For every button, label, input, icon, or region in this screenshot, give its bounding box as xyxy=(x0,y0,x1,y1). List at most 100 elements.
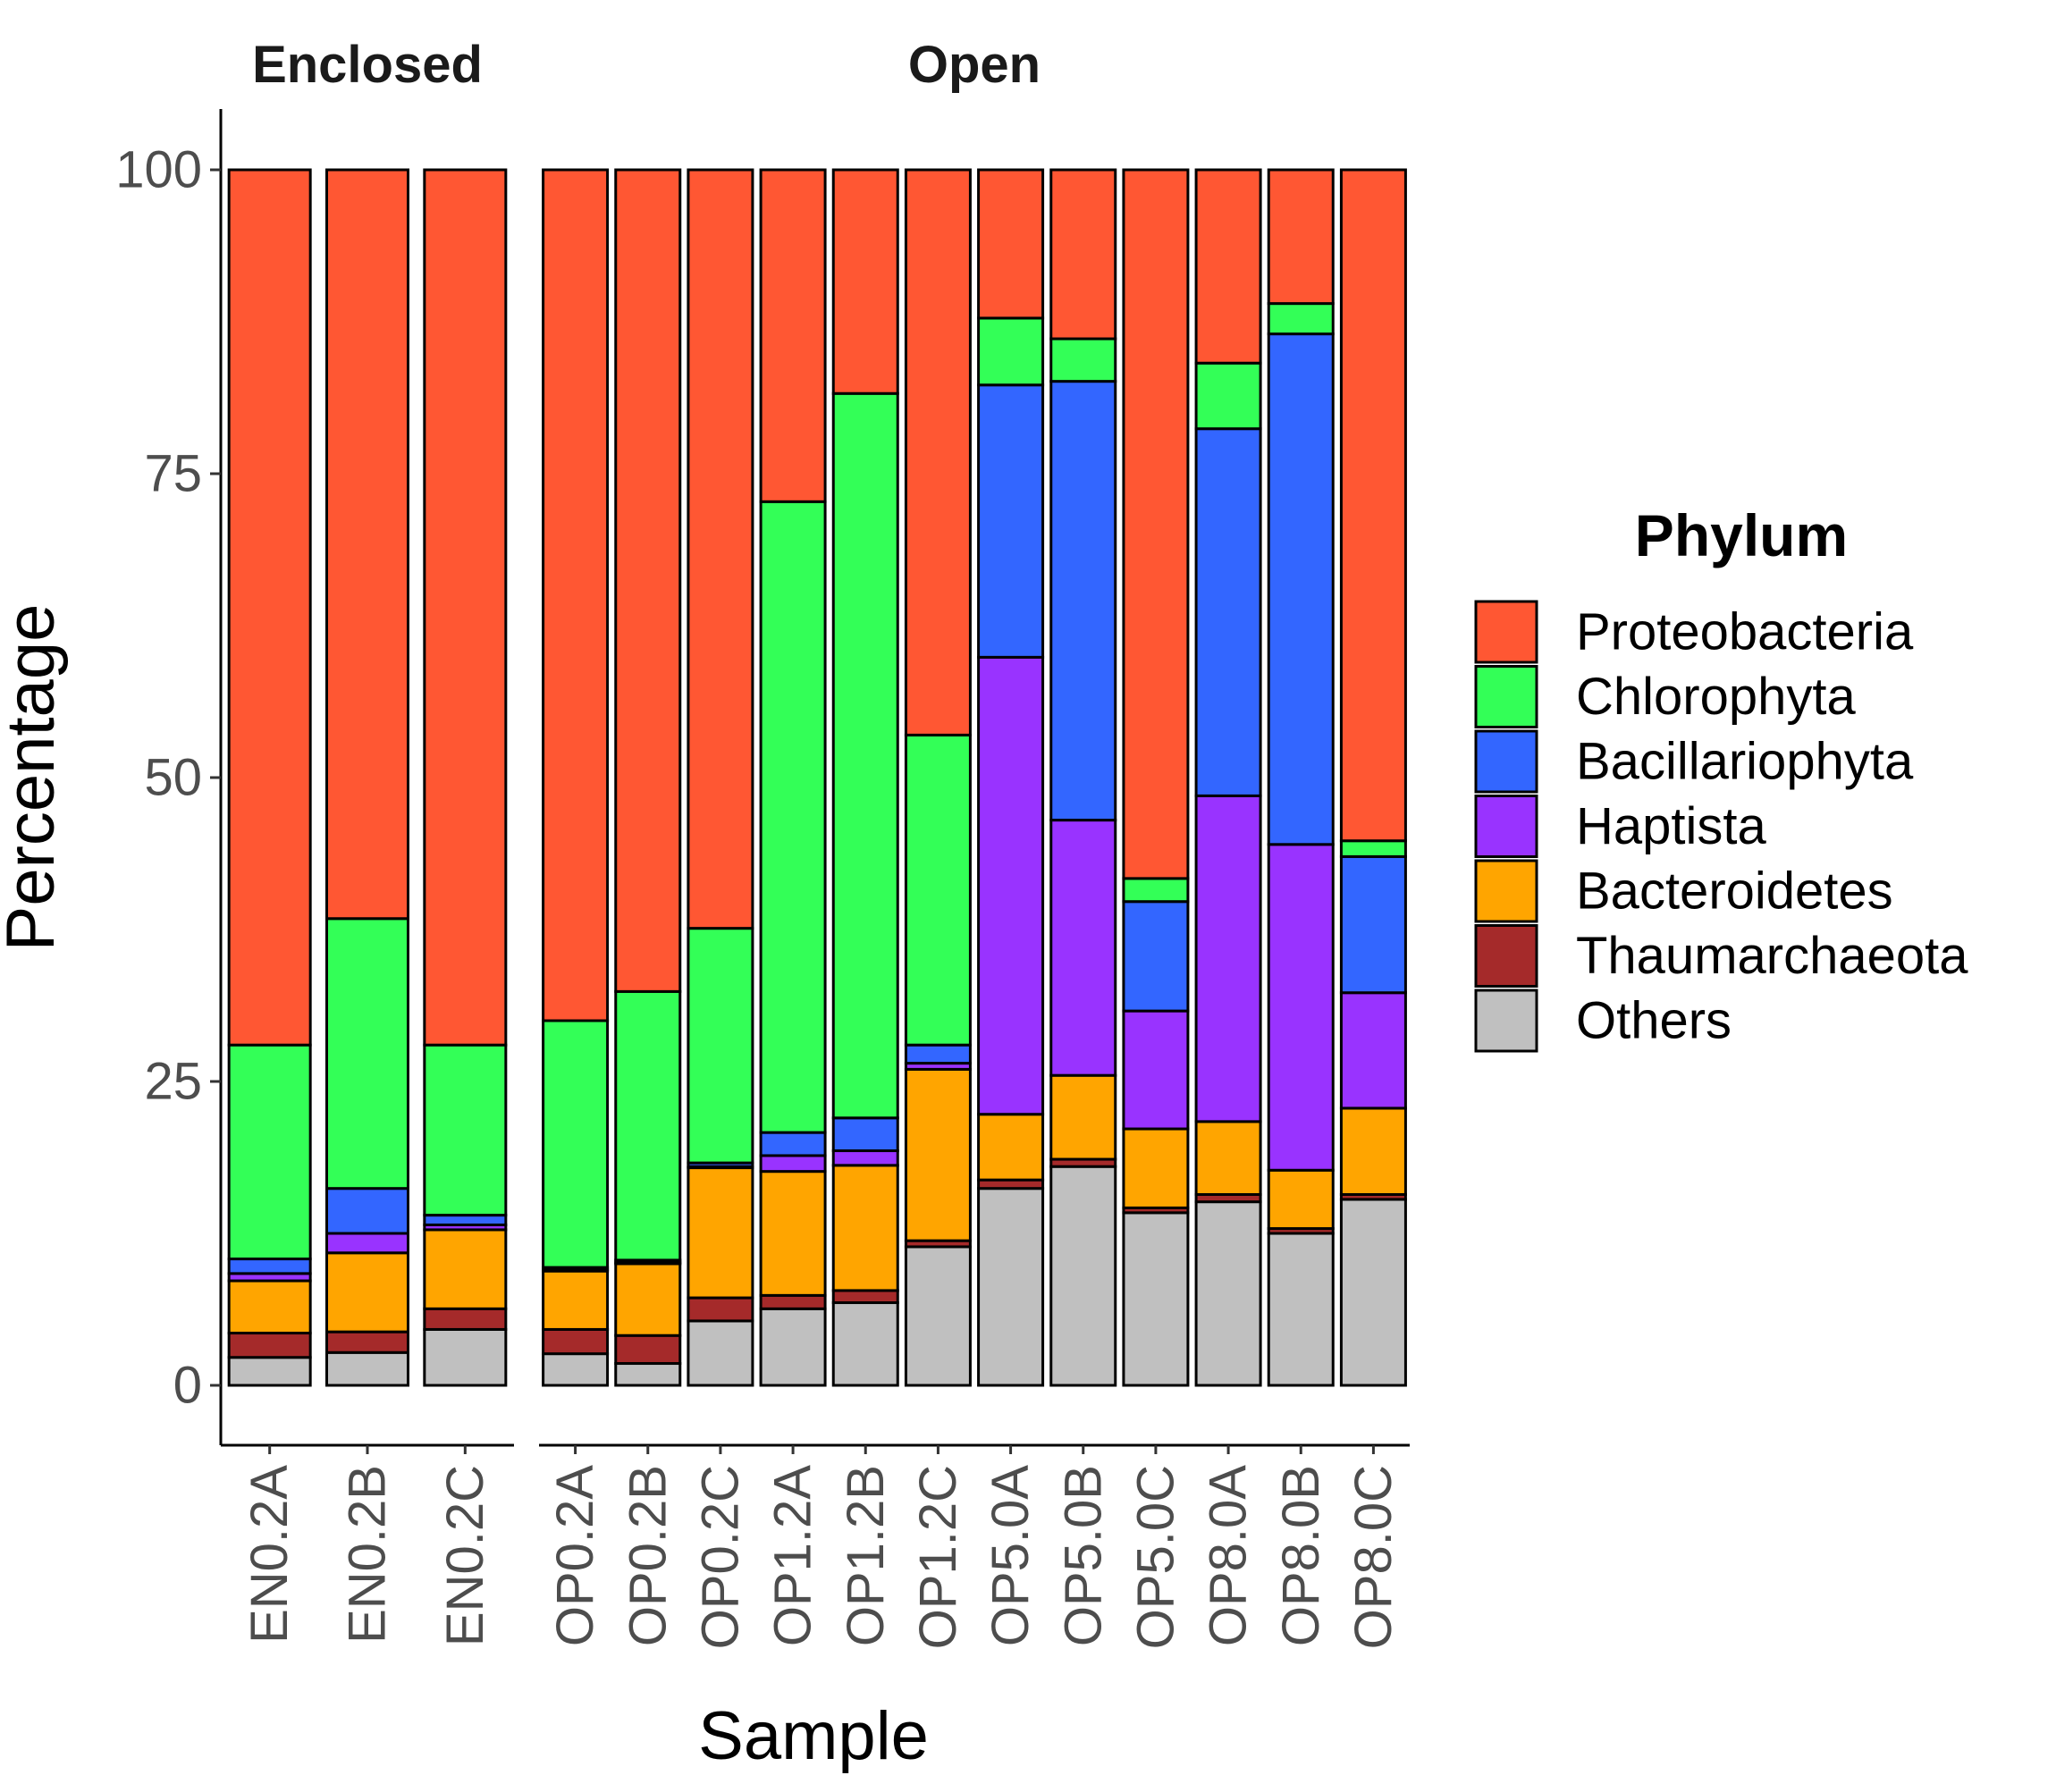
bar-segment-bacillariophyta xyxy=(1049,380,1117,822)
legend-item: Bacteroidetes xyxy=(1474,859,1893,923)
legend-label: Haptista xyxy=(1576,797,1767,855)
bar-segment-others xyxy=(423,1327,508,1387)
bar-stack xyxy=(904,168,972,1387)
y-tick-label: 100 xyxy=(115,141,202,199)
bar-segment-chlorophyta xyxy=(831,391,899,1120)
bar-segment-bacillariophyta xyxy=(227,1258,312,1275)
legend-label: Proteobacteria xyxy=(1576,603,1914,661)
legend-label: Bacillariophyta xyxy=(1576,733,1914,791)
bar-segment-chlorophyta xyxy=(1267,302,1335,336)
x-tick-label: EN0.2C xyxy=(436,1465,494,1646)
bar-segment-proteobacteria xyxy=(423,168,508,1047)
bar-stack xyxy=(687,168,754,1387)
x-tick-label: OP1.2C xyxy=(909,1465,967,1649)
facet-strips: Enclosed Open xyxy=(252,36,1041,94)
legend-item: Chlorophyta xyxy=(1474,665,1856,728)
bar-segment-thaumarchaeota xyxy=(614,1333,682,1366)
bar-stack xyxy=(759,168,827,1387)
legend-title: Phylum xyxy=(1635,502,1848,568)
bar-segment-proteobacteria xyxy=(227,168,312,1047)
y-tick-label: 50 xyxy=(144,749,202,807)
bar-segment-bacteroidetes xyxy=(831,1164,899,1292)
bar-stack xyxy=(227,168,312,1387)
bar-segment-proteobacteria xyxy=(759,168,827,503)
bar-segment-bacteroidetes xyxy=(227,1279,312,1335)
bar-stack xyxy=(1049,168,1117,1387)
legend-key xyxy=(1474,924,1538,988)
y-tick-label: 25 xyxy=(144,1053,202,1111)
x-tick-label: OP5.0C xyxy=(1126,1465,1184,1649)
facet-strip-label: Enclosed xyxy=(252,36,483,94)
bar-segment-bacillariophyta xyxy=(325,1187,409,1235)
legend-key xyxy=(1474,600,1538,664)
bar-segment-others xyxy=(687,1319,754,1387)
bar-segment-others xyxy=(542,1352,610,1387)
bar-segment-others xyxy=(831,1301,899,1387)
bar-segment-bacillariophyta xyxy=(904,1043,972,1065)
bars xyxy=(227,168,1407,1387)
bar-stack xyxy=(1267,168,1335,1387)
bar-segment-thaumarchaeota xyxy=(325,1330,409,1354)
x-tick-label: EN0.2A xyxy=(240,1465,299,1644)
bar-segment-bacteroidetes xyxy=(542,1269,610,1331)
bar-segment-others xyxy=(325,1350,409,1387)
bar-segment-proteobacteria xyxy=(1267,168,1335,306)
bar-segment-proteobacteria xyxy=(325,168,409,921)
legend-item: Thaumarchaeota xyxy=(1474,924,1968,988)
bar-stack xyxy=(977,168,1045,1387)
bar-segment-proteobacteria xyxy=(904,168,972,736)
bar-segment-haptista xyxy=(977,655,1045,1116)
bar-stack xyxy=(423,168,508,1387)
bar-segment-bacillariophyta xyxy=(1122,900,1190,1013)
legend-item: Others xyxy=(1474,989,1732,1053)
legend-label: Chlorophyta xyxy=(1576,668,1856,726)
legend-item: Haptista xyxy=(1474,795,1767,858)
bar-stack xyxy=(1339,168,1407,1387)
bar-segment-haptista xyxy=(1267,843,1335,1172)
x-tick-label: OP5.0A xyxy=(982,1465,1040,1646)
bar-segment-chlorophyta xyxy=(904,733,972,1047)
x-tick-label: OP0.2B xyxy=(619,1465,677,1646)
bar-stack xyxy=(542,168,610,1387)
bar-segment-thaumarchaeota xyxy=(831,1289,899,1305)
bar-segment-chlorophyta xyxy=(977,316,1045,387)
bar-stack xyxy=(1122,168,1190,1387)
bar-segment-bacteroidetes xyxy=(614,1262,682,1337)
y-tick-label: 75 xyxy=(144,445,202,503)
bar-segment-haptista xyxy=(1194,794,1262,1123)
bar-segment-haptista xyxy=(759,1154,827,1174)
bar-segment-bacillariophyta xyxy=(423,1214,508,1226)
bar-segment-proteobacteria xyxy=(1339,168,1407,843)
bar-segment-chlorophyta xyxy=(423,1043,508,1217)
bar-segment-others xyxy=(1267,1232,1335,1387)
x-tick-label: OP8.0A xyxy=(1200,1465,1258,1646)
bar-segment-proteobacteria xyxy=(977,168,1045,320)
bar-segment-thaumarchaeota xyxy=(759,1293,827,1310)
legend-label: Others xyxy=(1576,992,1732,1050)
legend-label: Thaumarchaeota xyxy=(1576,927,1968,985)
bar-segment-bacillariophyta xyxy=(759,1131,827,1157)
bar-segment-proteobacteria xyxy=(614,168,682,993)
bar-segment-chlorophyta xyxy=(227,1043,312,1261)
bar-segment-bacteroidetes xyxy=(1122,1127,1190,1209)
bar-segment-bacillariophyta xyxy=(1267,332,1335,846)
bar-segment-bacillariophyta xyxy=(1339,854,1407,995)
bar-segment-bacteroidetes xyxy=(759,1170,827,1297)
facet-strip-label: Open xyxy=(908,36,1041,94)
bar-segment-chlorophyta xyxy=(1122,877,1190,904)
bar-segment-thaumarchaeota xyxy=(542,1327,610,1356)
bar-segment-haptista xyxy=(1339,991,1407,1110)
bar-segment-chlorophyta xyxy=(759,500,827,1134)
bar-segment-chlorophyta xyxy=(687,927,754,1165)
bar-segment-haptista xyxy=(831,1149,899,1167)
x-tick-label: OP0.2C xyxy=(691,1465,749,1649)
bar-segment-bacillariophyta xyxy=(831,1116,899,1153)
x-tick-label: OP5.0B xyxy=(1054,1465,1112,1646)
x-tick-label: OP1.2A xyxy=(764,1465,822,1646)
legend-key xyxy=(1474,795,1538,858)
bar-segment-bacteroidetes xyxy=(1194,1120,1262,1196)
bar-segment-bacteroidetes xyxy=(1049,1073,1117,1161)
legend-key xyxy=(1474,729,1538,794)
bar-segment-bacteroidetes xyxy=(1339,1106,1407,1196)
